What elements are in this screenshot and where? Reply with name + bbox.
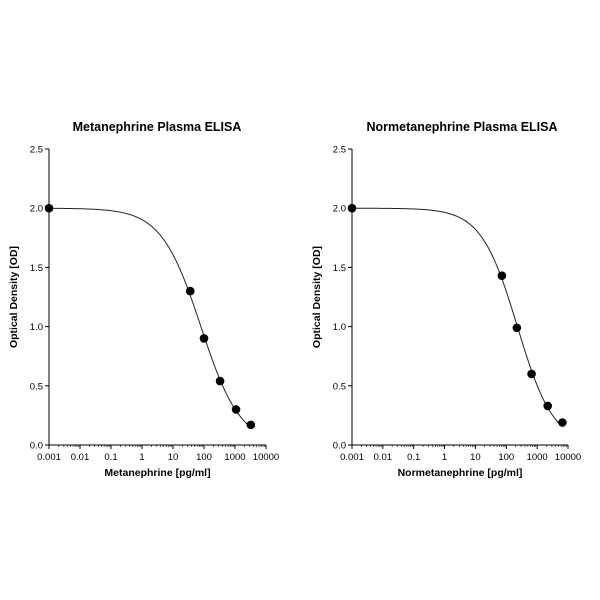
data-point (558, 418, 567, 427)
fit-curve (48, 207, 252, 428)
chart-metanephrine: Metanephrine Plasma ELISA 0.0 0.5 1.0 1.5 2.0… (8, 120, 279, 479)
x-tick-label: 0.01 (374, 452, 393, 463)
data-point (199, 334, 209, 343)
x-tick-label: 1000 (527, 452, 548, 463)
y-tick-label: 1.5 (333, 263, 346, 274)
y-tick-label: 1.0 (30, 322, 43, 333)
x-tick-label: 1 (442, 452, 447, 463)
data-point (185, 286, 195, 296)
x-tick-label: 10000 (253, 452, 279, 463)
data-point (497, 271, 507, 280)
x-tick-label: 1 (139, 452, 144, 463)
x-tick-label: 10000 (555, 452, 581, 463)
x-tick-label: 1000 (224, 452, 245, 463)
y-tick-label: 2.0 (333, 204, 346, 215)
y-axis-label: Optical Density [OD] (311, 246, 323, 348)
chart-title: Metanephrine Plasma ELISA (73, 120, 242, 134)
y-tick-label: 0.0 (30, 441, 43, 452)
y-tick-label: 1.5 (30, 263, 43, 274)
data-point (44, 203, 54, 213)
y-tick-label: 0.5 (30, 381, 43, 392)
x-tick-label: 0.1 (407, 452, 420, 463)
y-tick-label: 0.0 (333, 441, 346, 452)
x-tick-label: 0.001 (340, 452, 364, 463)
x-axis-label: Metanephrine [pg/ml] (104, 467, 210, 479)
y-tick-label: 1.0 (333, 322, 346, 333)
data-point (231, 405, 241, 414)
x-tick-label: 0.01 (71, 452, 90, 463)
x-tick-label: 0.1 (104, 452, 117, 463)
x-tick-label: 100 (498, 452, 514, 463)
y-tick-label: 0.5 (333, 381, 346, 392)
data-point (215, 376, 225, 386)
x-tick-label: 0.001 (37, 452, 61, 463)
data-point (512, 323, 522, 333)
x-tick-label: 10 (470, 452, 481, 463)
y-tick-label: 2.5 (333, 145, 346, 156)
data-point (246, 420, 256, 430)
fit-curve (352, 207, 563, 428)
chart-normetanephrine: Normetanephrine Plasma ELISA 0.0 0.5 1.0 1.5… (311, 120, 581, 479)
y-tick-label: 2.5 (30, 145, 43, 156)
data-point (543, 401, 553, 411)
chart-title: Normetanephrine Plasma ELISA (366, 120, 557, 134)
x-axis-label: Normetanephrine [pg/ml] (398, 467, 523, 479)
data-point (527, 369, 536, 379)
y-tick-label: 2.0 (30, 204, 43, 215)
data-point (347, 203, 357, 213)
x-tick-label: 10 (168, 452, 179, 463)
x-tick-label: 100 (196, 452, 212, 463)
y-axis-label: Optical Density [OD] (8, 246, 20, 348)
